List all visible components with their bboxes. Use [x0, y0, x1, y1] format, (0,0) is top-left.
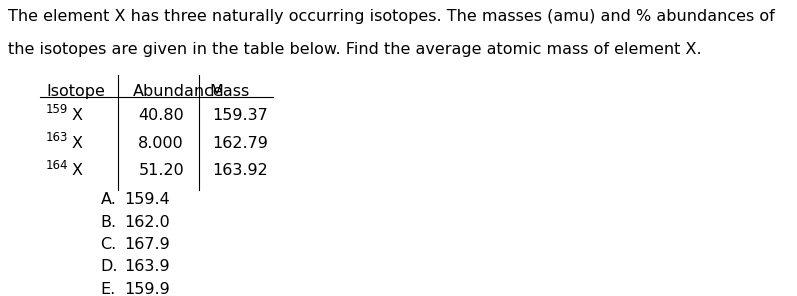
Text: X: X	[72, 163, 83, 178]
Text: the isotopes are given in the table below. Find the average atomic mass of eleme: the isotopes are given in the table belo…	[8, 42, 701, 57]
Text: 167.9: 167.9	[124, 237, 171, 252]
Text: A.: A.	[100, 192, 116, 207]
Text: Mass: Mass	[209, 84, 249, 99]
Text: Isotope: Isotope	[46, 84, 105, 99]
Text: 159: 159	[46, 104, 69, 116]
Text: X: X	[72, 108, 83, 123]
Text: 162.79: 162.79	[212, 136, 268, 151]
Text: 163: 163	[46, 131, 69, 144]
Text: Abundance: Abundance	[132, 84, 223, 99]
Text: 159.4: 159.4	[124, 192, 171, 207]
Text: 159.37: 159.37	[212, 108, 268, 123]
Text: 163.9: 163.9	[124, 259, 171, 274]
Text: 8.000: 8.000	[138, 136, 184, 151]
Text: 159.9: 159.9	[124, 282, 171, 296]
Text: B.: B.	[100, 215, 116, 230]
Text: X: X	[72, 136, 83, 151]
Text: 40.80: 40.80	[138, 108, 184, 123]
Text: C.: C.	[100, 237, 116, 252]
Text: D.: D.	[100, 259, 118, 274]
Text: The element X has three naturally occurring isotopes. The masses (amu) and % abu: The element X has three naturally occurr…	[8, 9, 775, 24]
Text: 51.20: 51.20	[138, 163, 184, 178]
Text: 163.92: 163.92	[212, 163, 268, 178]
Text: 162.0: 162.0	[124, 215, 171, 230]
Text: E.: E.	[100, 282, 116, 296]
Text: 164: 164	[46, 159, 69, 172]
